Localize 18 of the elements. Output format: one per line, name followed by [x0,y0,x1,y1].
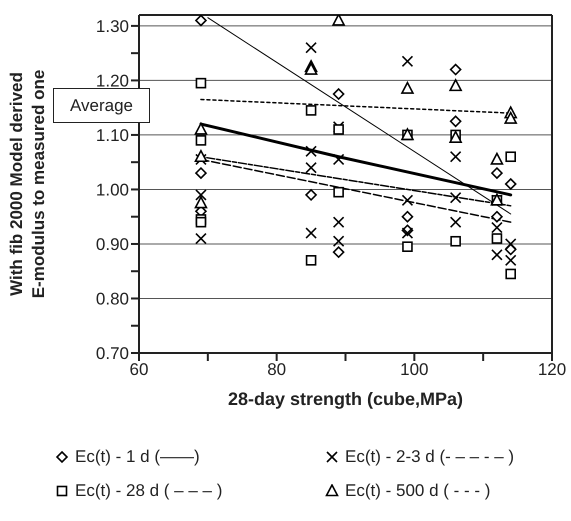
y-tick-label: 0.70 [96,344,129,364]
y-tick-label: 0.90 [96,235,129,254]
x-tick-label: 100 [400,360,429,380]
text: Average [70,96,133,116]
x-axis-title: 28-day strength (cube,MPa) [228,389,464,409]
y-tick-label: 1.00 [96,180,129,200]
x-tick-label: 120 [538,360,566,380]
legend-label: Ec(t) - 1 d (——) [75,447,200,467]
y-tick-label: 1.10 [96,126,129,145]
y-tick-label: 0.80 [96,290,129,309]
legend-label: Ec(t) - 28 d ( – – – ) [75,481,222,501]
y-axis-title: With fib 2000 Model derived E-modulus to measured one [7,70,48,298]
legend-label: Ec(t) - 500 d ( - - - ) [345,481,490,501]
legend-label: Ec(t) - 2-3 d (- – – - – ) [345,447,514,467]
x-tick-label: 60 [130,360,148,380]
x-tick-label: 80 [267,360,286,380]
y-tick-label: 1.20 [96,71,129,90]
y-tick-label: 1.30 [96,16,129,36]
